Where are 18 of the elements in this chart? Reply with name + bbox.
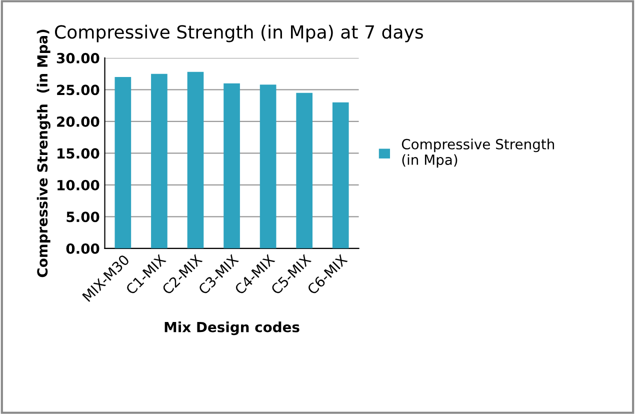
bar: [187, 72, 204, 248]
y-tick-label: 10.00: [58, 180, 100, 190]
y-tick-label: 0.00: [66, 243, 100, 254]
bar: [260, 84, 276, 248]
y-axis-title: Compressive Strength (in Mpa): [36, 30, 50, 278]
bar: [296, 92, 313, 248]
chart-title: Compressive Strength (in Mpa) at 7 days: [54, 24, 423, 42]
x-axis-title: Mix Design codes: [164, 322, 300, 336]
bar: [151, 74, 168, 248]
y-tick-label: 5.00: [66, 212, 100, 222]
bar: [332, 102, 349, 248]
y-tick-label: 20.00: [57, 116, 100, 127]
bar: [114, 77, 132, 248]
y-tick-label: 15.00: [58, 148, 100, 159]
bar: [224, 83, 240, 248]
y-tick-label: 25.00: [57, 84, 100, 96]
y-tick-label: 30.00: [56, 52, 100, 64]
legend-label: Compressive Strength (in Mpa): [402, 138, 554, 168]
